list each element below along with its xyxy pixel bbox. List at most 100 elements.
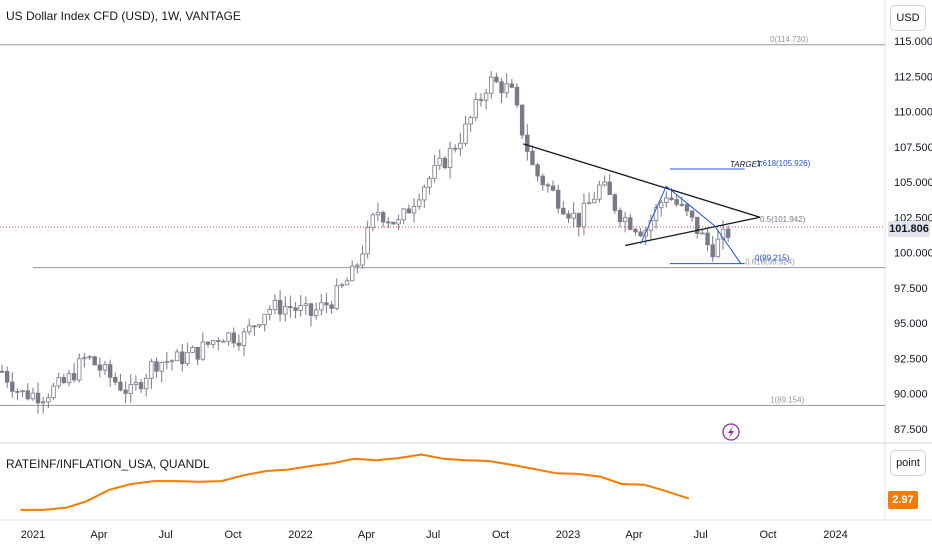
candle-down bbox=[324, 302, 329, 306]
candle-up bbox=[664, 197, 669, 203]
candle bbox=[66, 369, 72, 387]
candle-down bbox=[293, 307, 298, 311]
candle-up bbox=[298, 305, 303, 311]
candle bbox=[695, 216, 700, 239]
candle-up bbox=[468, 116, 473, 125]
candle bbox=[46, 393, 51, 409]
candle bbox=[133, 375, 139, 391]
candle bbox=[576, 212, 581, 237]
candle-up bbox=[272, 299, 278, 310]
candle bbox=[566, 210, 571, 224]
candle-up bbox=[720, 228, 726, 240]
candle bbox=[700, 229, 705, 235]
candle bbox=[210, 339, 216, 349]
candle bbox=[4, 366, 10, 388]
currency-button[interactable]: USD bbox=[890, 5, 926, 31]
candle bbox=[659, 199, 664, 217]
candle-down bbox=[4, 371, 10, 383]
candle-up bbox=[20, 390, 25, 393]
candle-down bbox=[633, 228, 638, 233]
candle-down bbox=[514, 86, 520, 106]
candle-down bbox=[195, 347, 200, 360]
price-tick-label: 92.500 bbox=[894, 353, 928, 365]
candle-up bbox=[437, 157, 442, 166]
candle bbox=[633, 227, 638, 236]
candle bbox=[597, 180, 602, 203]
projection-label: 1.618(105.926) bbox=[756, 159, 811, 168]
candle bbox=[41, 396, 46, 414]
candle bbox=[180, 343, 185, 372]
candle bbox=[468, 115, 473, 133]
candle bbox=[674, 194, 679, 207]
candle bbox=[494, 72, 499, 83]
price-tick-label: 95.000 bbox=[894, 318, 928, 330]
candle-up bbox=[46, 397, 51, 403]
scale-mode-button[interactable]: point bbox=[890, 450, 926, 476]
candle-down bbox=[550, 185, 556, 191]
candle bbox=[56, 372, 61, 389]
candle bbox=[592, 192, 597, 204]
candle-up bbox=[133, 382, 139, 385]
candle bbox=[200, 332, 206, 361]
candle-up bbox=[190, 347, 195, 353]
candle-down bbox=[391, 221, 396, 225]
candle-down bbox=[205, 341, 211, 345]
price-tick-label: 87.500 bbox=[894, 424, 928, 436]
projection-label: 0(99.215) bbox=[755, 254, 790, 263]
candle-down bbox=[138, 382, 144, 390]
candle-up bbox=[257, 324, 262, 327]
candle bbox=[97, 357, 103, 378]
candle-up bbox=[370, 214, 375, 228]
candle-down bbox=[628, 217, 633, 230]
candle bbox=[205, 341, 211, 348]
candle bbox=[406, 204, 412, 214]
subpane-title: RATEINF/INFLATION_USA, QUANDL bbox=[6, 457, 210, 471]
candle-up bbox=[473, 99, 478, 118]
candle-up bbox=[102, 364, 108, 371]
candle-up bbox=[422, 186, 427, 201]
candle-up bbox=[432, 164, 437, 179]
price-tick-label: 97.500 bbox=[894, 283, 928, 295]
candle bbox=[349, 260, 355, 282]
candle-down bbox=[118, 381, 123, 391]
candle-down bbox=[525, 134, 530, 152]
candle-down bbox=[617, 210, 623, 223]
candle-up bbox=[489, 76, 494, 94]
candle-down bbox=[561, 207, 566, 215]
candle bbox=[303, 296, 309, 315]
candle bbox=[437, 149, 442, 170]
time-tick-label: Jul bbox=[159, 529, 173, 541]
candle-up bbox=[66, 373, 72, 383]
candle bbox=[684, 203, 690, 217]
chart-title: US Dollar Index CFD (USD), 1W, VANTAGE bbox=[6, 9, 241, 23]
candle bbox=[169, 359, 175, 371]
candle bbox=[149, 358, 154, 390]
candle-down bbox=[216, 340, 221, 343]
candle-down bbox=[236, 342, 242, 346]
candle bbox=[360, 245, 365, 269]
fib-level-label: 0.618(98.924) bbox=[745, 258, 795, 267]
candle-down bbox=[308, 303, 314, 316]
candle-up bbox=[200, 341, 206, 360]
candle-down bbox=[556, 189, 561, 209]
candle-up bbox=[174, 351, 180, 362]
price-tick-label: 107.500 bbox=[894, 142, 932, 154]
candle-down bbox=[329, 304, 334, 309]
candle-down bbox=[695, 216, 700, 234]
candle bbox=[571, 202, 576, 228]
candle-up bbox=[483, 92, 489, 101]
candle bbox=[628, 213, 633, 231]
candle-down bbox=[123, 389, 128, 394]
candle-up bbox=[401, 208, 406, 221]
candle-up bbox=[149, 361, 154, 379]
candle-up bbox=[128, 384, 133, 394]
candle-down bbox=[679, 203, 684, 206]
candle bbox=[174, 348, 180, 362]
candle bbox=[442, 155, 448, 170]
candle bbox=[422, 184, 427, 209]
candle-up bbox=[334, 285, 339, 309]
candle bbox=[15, 388, 20, 401]
candle bbox=[519, 104, 525, 140]
candle-down bbox=[535, 164, 540, 177]
